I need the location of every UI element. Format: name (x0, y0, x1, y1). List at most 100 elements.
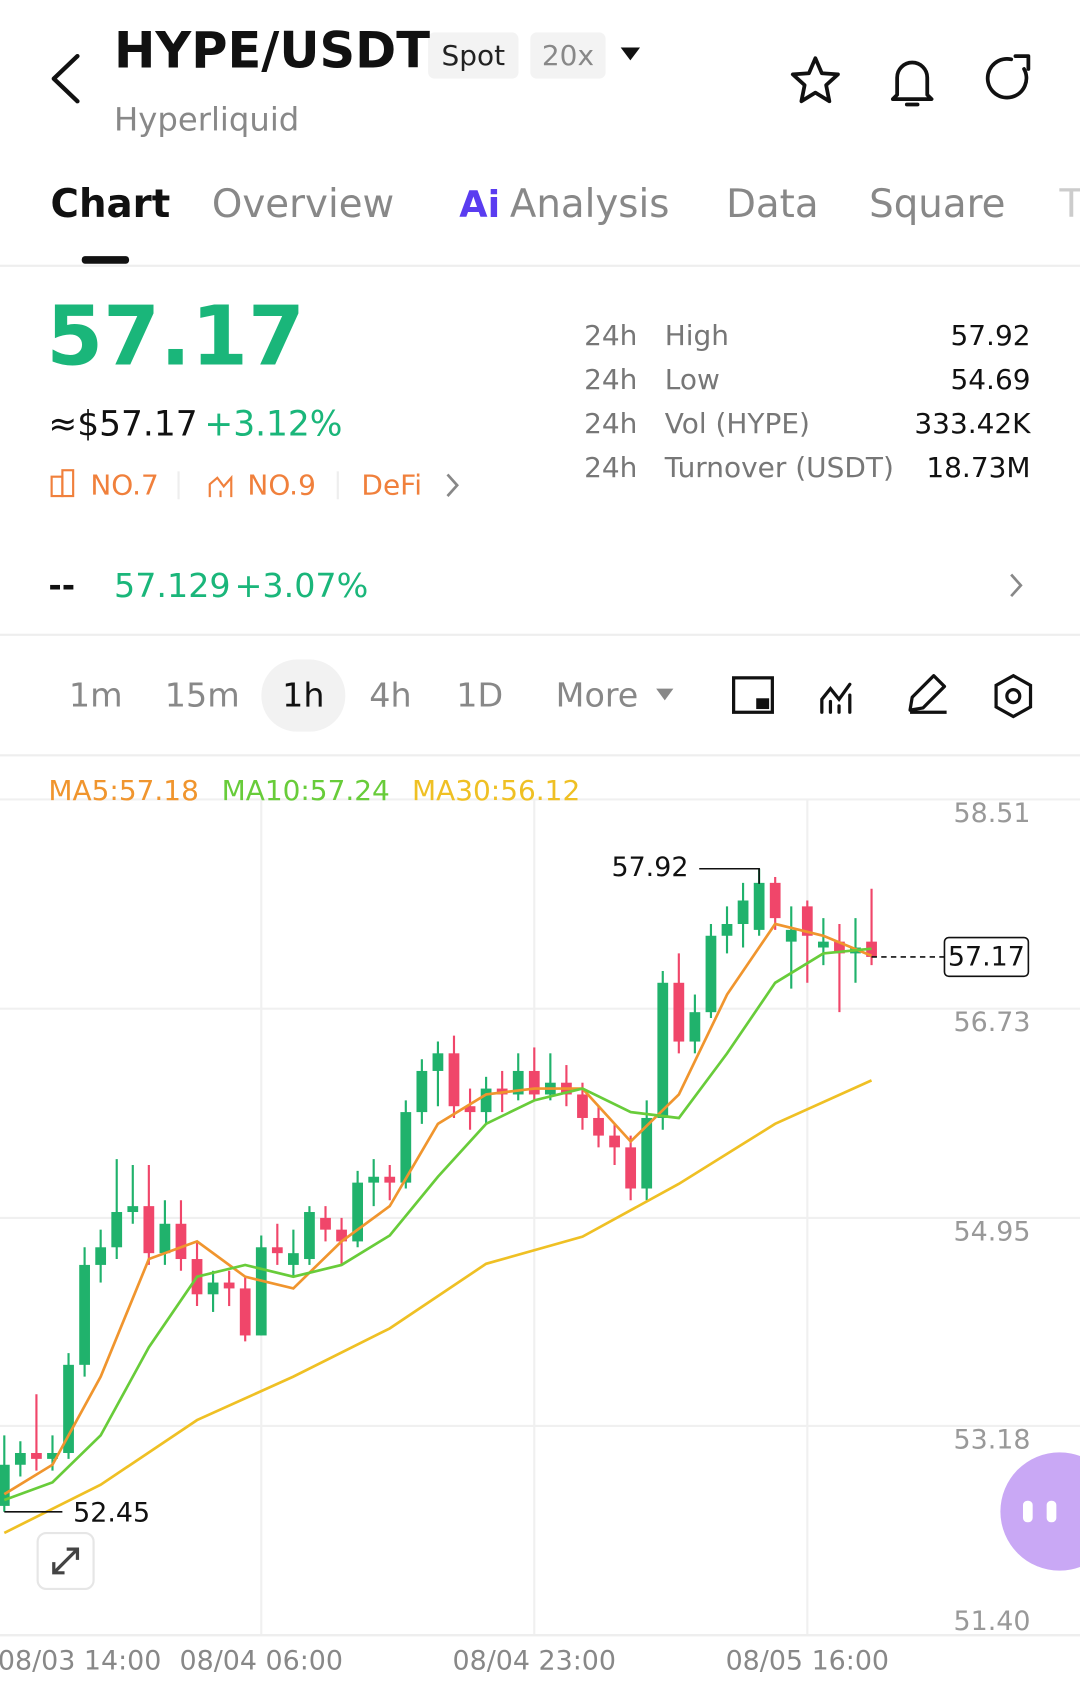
candle-body (657, 982, 669, 1118)
rank-icon (50, 475, 64, 498)
favorite-icon[interactable] (790, 56, 840, 104)
candle-body (512, 1070, 524, 1095)
hot-rank: NO.9 (247, 468, 315, 501)
index-chevron[interactable] (1010, 573, 1023, 597)
legend-entry: MA5:57.18 (48, 774, 198, 807)
y-tick-label: 54.95 (954, 1216, 1031, 1247)
low-label: 52.45 (73, 1497, 150, 1528)
interval-option[interactable]: 1m (69, 676, 123, 715)
interval-option[interactable]: 1D (456, 676, 503, 715)
market-type: Spot (442, 39, 506, 72)
last-price-label: 57.17 (948, 941, 1025, 972)
plot: 58.51 56.73 54.95 53.18 51.40 08/03 14:00 08/0… (0, 774, 1080, 1677)
tab[interactable]: Data (726, 182, 818, 227)
candle-body (785, 929, 797, 942)
y-tick-label: 53.18 (954, 1425, 1031, 1456)
candle-body (689, 1012, 701, 1042)
legend-entry: MA30:56.12 (412, 774, 580, 807)
x-tick-label: 08/04 23:00 (453, 1646, 616, 1677)
settings-icon[interactable] (994, 673, 1033, 719)
rank-icon (61, 469, 75, 498)
candle-body (0, 1464, 10, 1506)
index-name: -- (48, 566, 75, 604)
tab[interactable]: Overview (212, 182, 394, 227)
candle-body (673, 982, 685, 1042)
stat-label: Vol (HYPE) (665, 407, 810, 440)
last-price: 57.17 (46, 290, 305, 385)
x-tick-label: 08/05 16:00 (726, 1646, 889, 1677)
tab[interactable]: Chart (51, 182, 171, 227)
pair-dropdown[interactable] (620, 47, 641, 61)
tab[interactable]: T (1059, 182, 1080, 227)
more-dropdown (656, 688, 674, 701)
spot-chip[interactable] (428, 32, 519, 79)
candle-body (127, 1206, 139, 1213)
back-button[interactable] (51, 53, 80, 104)
stat-period: 24h (584, 363, 637, 396)
leverage-chip[interactable] (530, 32, 606, 79)
assistant-button[interactable] (1000, 1452, 1080, 1571)
interval-option[interactable]: More (556, 676, 639, 715)
fullscreen-icon (52, 1547, 80, 1575)
stat-period: 24h (584, 451, 637, 484)
candle-body (255, 1247, 267, 1336)
stat-label: High (665, 319, 729, 352)
candle-body (368, 1176, 380, 1183)
candle-body (95, 1247, 107, 1265)
ma-line (3, 1079, 873, 1535)
candle-body (625, 1147, 637, 1189)
candle-body (609, 1135, 620, 1148)
interval-option[interactable]: 15m (165, 676, 240, 715)
stat-value: 333.42K (914, 407, 1031, 440)
sector-chevron[interactable] (446, 473, 459, 497)
candle-body (416, 1070, 428, 1113)
candle-body (175, 1223, 187, 1260)
sector-tag[interactable]: DeFi (361, 468, 422, 501)
candle-body (207, 1282, 219, 1295)
tab[interactable]: Analysis (510, 182, 670, 227)
candle-body (721, 924, 733, 936)
stat-value: 54.69 (950, 363, 1030, 396)
candle-body (753, 882, 765, 930)
last-price-box (943, 936, 1030, 978)
tab[interactable]: Square (869, 182, 1005, 227)
candle-body (239, 1288, 251, 1336)
candle-body (737, 900, 749, 925)
y-tick-label: 56.73 (954, 1007, 1031, 1038)
assistant-icon (1046, 1500, 1057, 1523)
candle-body (271, 1247, 283, 1254)
candle-body (304, 1212, 315, 1260)
stat-period: 24h (584, 407, 637, 440)
candle-body (448, 1053, 460, 1107)
candle-body (817, 941, 829, 948)
candle-body (400, 1112, 412, 1183)
candle-body (384, 1176, 396, 1183)
candle-body (14, 1453, 26, 1465)
candle-body (432, 1053, 444, 1071)
candle-body (79, 1264, 90, 1365)
stat-label: Low (665, 363, 720, 396)
ma-line (3, 947, 872, 1502)
high-pointer (699, 867, 760, 884)
candle-body (593, 1117, 604, 1136)
candle-body (63, 1364, 74, 1454)
indicator-icon[interactable] (820, 682, 852, 714)
x-tick-label: 08/04 06:00 (180, 1646, 343, 1677)
layout-icon[interactable] (732, 676, 774, 714)
exchange-name: Hyperliquid (114, 101, 299, 139)
stat-value: 57.92 (950, 319, 1030, 352)
x-tick-label: 08/03 14:00 (0, 1646, 161, 1677)
index-change: +3.07% (235, 566, 369, 605)
interval-option[interactable]: 4h (369, 676, 411, 715)
draw-icon[interactable] (908, 674, 947, 714)
candle-body (801, 906, 813, 936)
candle-body (769, 882, 781, 919)
y-tick-label: 51.40 (954, 1606, 1031, 1637)
interval-option[interactable]: 1h (282, 676, 324, 715)
active-tab-indicator (81, 256, 130, 264)
refresh-icon[interactable] (985, 54, 1031, 100)
high-label: 57.92 (611, 852, 688, 883)
candle-body (577, 1094, 588, 1118)
alert-icon[interactable] (890, 60, 934, 107)
